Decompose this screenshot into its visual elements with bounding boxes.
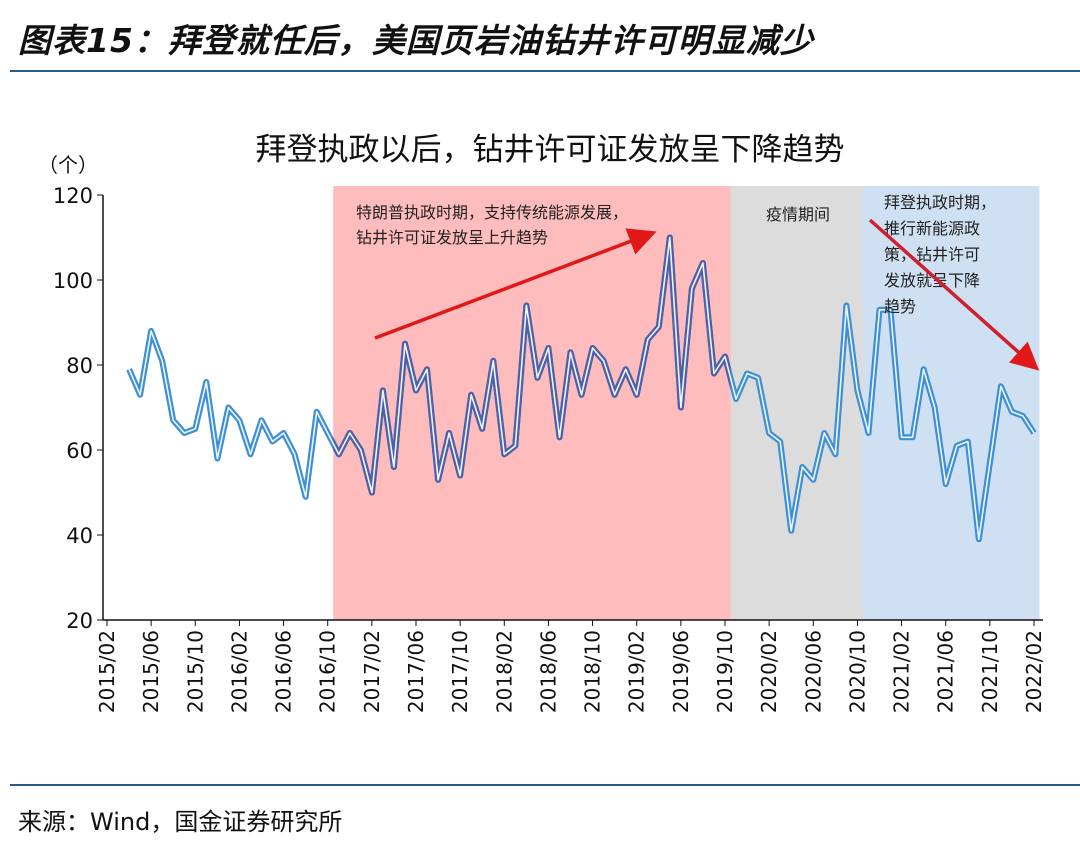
trend-arrow-up [374,228,657,340]
annotation-covid: 疫情期间 [766,205,830,224]
y-tick-label: 120 [53,184,93,208]
annotation-biden: 发放就呈下降 [884,271,980,290]
x-tick-label: 2015/06 [139,630,163,713]
y-tick-label: 100 [53,269,93,293]
figure-title: 图表15：拜登就任后，美国页岩油钻井许可明显减少 [18,21,814,60]
x-tick-label: 2020/02 [757,630,781,713]
y-tick-label: 20 [66,609,93,633]
x-tick-label: 2016/02 [227,630,251,713]
source-note: 来源：Wind，国金证券研究所 [18,808,343,836]
y-axis-unit: （个） [38,153,98,177]
x-tick-label: 2017/02 [360,630,384,713]
x-tick-label: 2016/10 [316,630,340,713]
x-tick-label: 2017/10 [448,630,472,713]
x-tick-label: 2019/02 [625,630,649,713]
annotation-biden: 推行新能源政 [884,219,980,238]
y-tick-label: 80 [66,354,93,378]
annotation-trump: 特朗普执政时期，支持传统能源发展， [356,203,628,222]
x-tick-label: 2018/10 [581,630,605,713]
x-tick-label: 2015/10 [183,630,207,713]
annotation-biden: 拜登执政时期， [884,193,996,212]
trend-arrow-down [868,218,1040,371]
annotation-biden: 策，钻井许可 [884,245,980,264]
x-tick-label: 2020/10 [845,630,869,713]
x-tick-label: 2021/02 [890,630,914,713]
shaded-period-1 [730,186,863,620]
x-tick-label: 2015/02 [95,630,119,713]
x-tick-label: 2020/06 [801,630,825,713]
x-tick-label: 2019/06 [669,630,693,713]
y-tick-label: 60 [66,439,93,463]
x-tick-label: 2018/06 [536,630,560,713]
annotation-biden: 趋势 [884,297,916,316]
x-tick-label: 2016/06 [272,630,296,713]
source-divider [10,784,1080,786]
x-tick-label: 2022/02 [1022,630,1046,713]
annotation-trump: 钻井许可证发放呈上升趋势 [356,228,548,247]
x-tick-label: 2017/06 [404,630,428,713]
x-tick-label: 2021/10 [978,630,1002,713]
chart-title: 拜登执政以后，钻井许可证发放呈下降趋势 [256,132,845,168]
x-tick-label: 2021/06 [934,630,958,713]
title-divider [10,70,1080,72]
y-tick-label: 40 [66,524,93,548]
series-line-inner [128,236,1035,541]
x-tick-label: 2018/02 [492,630,516,713]
x-tick-label: 2019/10 [713,630,737,713]
